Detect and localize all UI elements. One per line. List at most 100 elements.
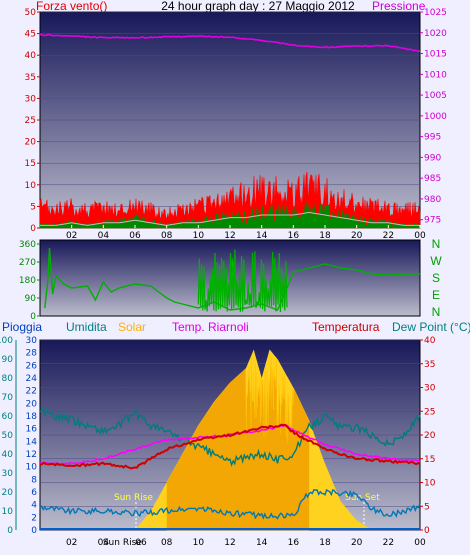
temp-tick-label: 20 xyxy=(424,431,436,441)
humidity-tick-label: 40 xyxy=(2,450,14,460)
weather-hour-tick-label: 22 xyxy=(383,538,394,548)
rain-tick-label: 28 xyxy=(26,349,38,359)
legend-dew-point: Dew Point (°C) xyxy=(392,320,470,334)
pressure-tick-label: 1025 xyxy=(424,8,447,18)
chart-title: 24 hour graph day : 27 Maggio 2012 xyxy=(161,0,355,13)
legend-rain: Pioggia xyxy=(2,320,42,334)
legend-solar: Solar xyxy=(118,320,146,334)
humidity-tick-label: 30 xyxy=(2,469,14,479)
pressure-tick-label: 975 xyxy=(424,216,441,226)
temp-tick-label: 25 xyxy=(424,407,435,417)
pressure-tick-label: 1010 xyxy=(424,70,447,80)
hour-tick-label: 10 xyxy=(193,231,205,241)
legend-indoor-temp: Temp. Riarnoli xyxy=(172,320,249,334)
legend-temperature: Temperatura xyxy=(312,320,380,334)
temp-tick-label: 15 xyxy=(424,455,435,465)
compass-label: W xyxy=(430,254,442,268)
humidity-tick-label: 100 xyxy=(0,336,13,346)
chart-marks: 0510152025303540455097598098599099510001… xyxy=(0,8,447,548)
wind-tick-label: 35 xyxy=(25,73,36,83)
hour-tick-label: 14 xyxy=(256,231,268,241)
direction-tick-label: 90 xyxy=(25,294,37,304)
temp-tick-label: 0 xyxy=(424,526,430,536)
weather-hour-tick-label: 00 xyxy=(414,538,426,548)
humidity-tick-label: 50 xyxy=(2,431,14,441)
weather-hour-tick-label: 04 xyxy=(98,538,110,548)
humidity-tick-label: 80 xyxy=(2,374,14,384)
hour-tick-label: 16 xyxy=(288,231,300,241)
wind-axis-title: Forza vento() xyxy=(36,0,107,13)
rain-tick-label: 8 xyxy=(31,475,37,485)
weather-hour-tick-label: 16 xyxy=(288,538,300,548)
wind-tick-label: 25 xyxy=(25,116,36,126)
hour-tick-label: 08 xyxy=(161,231,173,241)
wind-tick-label: 50 xyxy=(25,8,37,18)
rain-tick-label: 26 xyxy=(26,361,38,371)
solar-peak-area xyxy=(166,356,310,531)
pressure-tick-label: 1005 xyxy=(424,91,447,101)
wind-tick-label: 0 xyxy=(30,224,36,234)
weather-hour-tick-label: 08 xyxy=(161,538,173,548)
hour-tick-label: 04 xyxy=(98,231,110,241)
temperature-line xyxy=(39,423,421,470)
humidity-tick-label: 20 xyxy=(2,488,14,498)
wind-tick-label: 30 xyxy=(25,94,37,104)
humidity-tick-label: 70 xyxy=(2,393,14,403)
temp-tick-label: 40 xyxy=(424,336,436,346)
wind-tick-label: 45 xyxy=(25,30,36,40)
rain-tick-label: 10 xyxy=(26,463,38,473)
hour-tick-label: 00 xyxy=(414,231,426,241)
pressure-tick-label: 985 xyxy=(424,174,441,184)
hour-tick-label: 18 xyxy=(319,231,331,241)
indoor-temp-line xyxy=(39,424,421,466)
humidity-tick-label: 90 xyxy=(2,355,14,365)
wind-tick-label: 5 xyxy=(30,202,36,212)
wind-tick-label: 15 xyxy=(25,159,36,169)
humidity-tick-label: 0 xyxy=(7,526,13,536)
compass-label: N xyxy=(432,237,441,251)
temp-tick-label: 30 xyxy=(424,384,436,394)
sun-rise-label: Sun Rise xyxy=(114,493,153,503)
temp-tick-label: 10 xyxy=(424,479,436,489)
wind-direction-spikes xyxy=(197,249,288,313)
rain-tick-label: 18 xyxy=(26,412,38,422)
pressure-tick-label: 1015 xyxy=(424,50,447,60)
direction-tick-label: 0 xyxy=(30,312,36,322)
wind-average-line xyxy=(40,211,420,226)
rain-tick-label: 14 xyxy=(26,437,38,447)
rain-tick-label: 22 xyxy=(26,387,37,397)
legend-humidity: Umidita xyxy=(66,320,107,334)
temp-tick-label: 35 xyxy=(424,360,435,370)
rain-tick-label: 20 xyxy=(26,399,38,409)
dew-point-line xyxy=(39,488,421,520)
rain-tick-label: 16 xyxy=(26,425,38,435)
wind-tick-label: 20 xyxy=(25,138,37,148)
pressure-tick-label: 1020 xyxy=(424,29,447,39)
weather-hour-tick-label: 02 xyxy=(66,538,77,548)
compass-label: S xyxy=(432,271,440,285)
weather-hour-tick-label: 12 xyxy=(224,538,235,548)
pressure-tick-label: 1000 xyxy=(424,112,447,122)
humidity-line xyxy=(39,405,421,467)
hour-tick-label: 20 xyxy=(351,231,363,241)
pressure-line xyxy=(39,33,421,53)
sun-set-label: Sun Set xyxy=(345,493,380,503)
weather-hour-tick-label: 20 xyxy=(351,538,363,548)
temp-tick-label: 5 xyxy=(424,502,430,512)
humidity-tick-label: 60 xyxy=(2,412,14,422)
rain-tick-label: 0 xyxy=(31,526,37,536)
rain-tick-label: 6 xyxy=(31,488,37,498)
humidity-tick-label: 10 xyxy=(2,507,14,517)
hour-tick-label: 12 xyxy=(224,231,235,241)
compass-label: N xyxy=(432,305,441,319)
weather-hour-tick-label: Sun Rise xyxy=(103,538,142,548)
direction-tick-label: 270 xyxy=(19,258,36,268)
weather-hour-tick-label: 10 xyxy=(193,538,205,548)
wind-tick-label: 10 xyxy=(25,181,37,191)
weather-hour-tick-label: 18 xyxy=(319,538,331,548)
rain-tick-label: 2 xyxy=(31,513,37,523)
compass-label: E xyxy=(432,288,440,302)
hour-tick-label: 06 xyxy=(129,231,141,241)
